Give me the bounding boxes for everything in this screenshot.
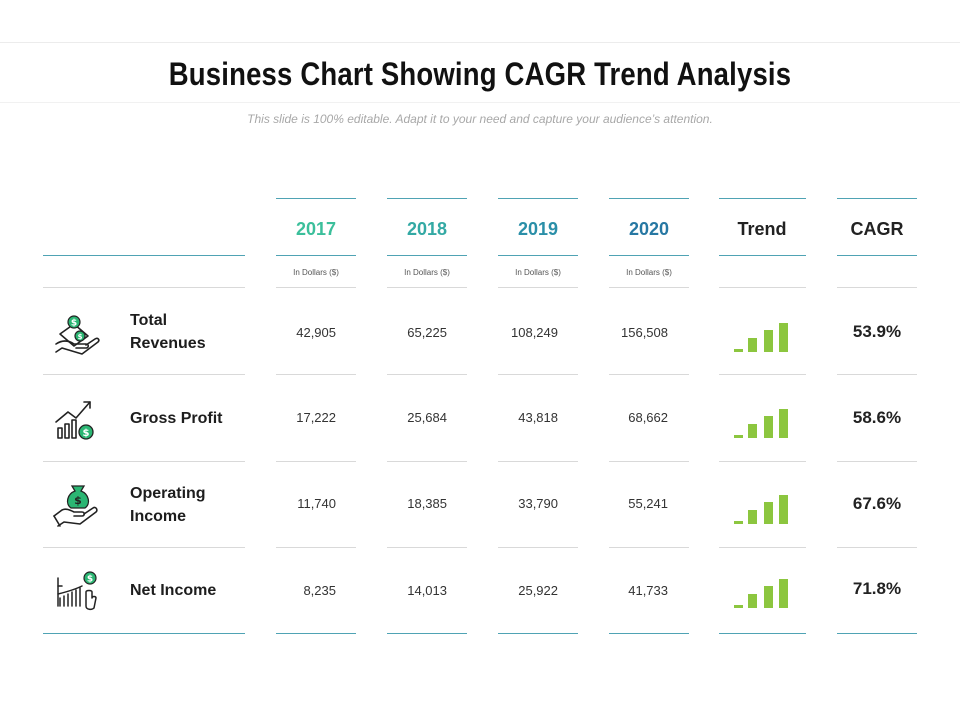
- unit-label: In Dollars ($): [626, 268, 672, 277]
- column-header-cagr: CAGR: [850, 219, 904, 239]
- cell-2017: 11,740: [297, 496, 336, 511]
- trend-bar: [748, 594, 757, 608]
- cell-2017: 8,235: [303, 583, 336, 598]
- header-rule: [276, 255, 356, 256]
- trend-bars: [734, 409, 788, 438]
- svg-text:$: $: [71, 319, 77, 329]
- header-rule: [43, 255, 245, 256]
- trend-bar: [779, 579, 788, 608]
- row-label-total-revenues: Total Revenues: [130, 312, 206, 352]
- header-rule: [387, 255, 467, 256]
- cell-2020: 41,733: [628, 583, 668, 598]
- cell-2020: 156,508: [621, 325, 668, 340]
- cell-2018: 25,684: [407, 410, 447, 425]
- cell-2019: 43,818: [518, 410, 558, 425]
- column-header-2017: 2017: [295, 219, 337, 239]
- trend-bars: [734, 579, 788, 608]
- page-title: Business Chart Showing CAGR Trend Analys…: [168, 56, 792, 92]
- cagr-value: 71.8%: [852, 579, 902, 598]
- cell-2017: 42,905: [296, 325, 336, 340]
- cell-2020: 55,241: [628, 496, 668, 511]
- trend-bar: [734, 605, 743, 608]
- title-divider: [0, 102, 960, 103]
- page-subtitle: This slide is 100% editable. Adapt it to…: [247, 112, 713, 126]
- money-bag-hand-icon: $: [53, 485, 98, 527]
- cell-2020: 68,662: [628, 410, 668, 425]
- header-rule: [719, 255, 806, 256]
- cagr-value: 67.6%: [852, 494, 902, 513]
- trend-bar: [764, 330, 773, 352]
- trend-bar: [764, 416, 773, 438]
- column-header-trend: Trend: [737, 219, 787, 239]
- svg-text:$: $: [74, 494, 82, 507]
- row-label-net-income: Net Income: [130, 582, 217, 599]
- cell-2018: 18,385: [407, 496, 447, 511]
- trend-bar: [734, 349, 743, 352]
- svg-text:$: $: [83, 428, 90, 439]
- column-top-rule: [387, 198, 467, 199]
- cell-2018: 14,013: [407, 583, 447, 598]
- trend-bar: [748, 424, 757, 438]
- column-header-2019: 2019: [517, 219, 559, 239]
- trend-bar: [779, 409, 788, 438]
- row-label-operating-income: Operating Income: [130, 485, 206, 525]
- trend-bar: [764, 502, 773, 524]
- trend-bar: [734, 435, 743, 438]
- column-top-rule: [837, 198, 917, 199]
- cell-2019: 25,922: [518, 583, 558, 598]
- cell-2019: 33,790: [518, 496, 558, 511]
- unit-label: In Dollars ($): [404, 268, 450, 277]
- column-header-2018: 2018: [406, 219, 448, 239]
- trend-bars: [734, 495, 788, 524]
- column-top-rule: [719, 198, 806, 199]
- unit-label: In Dollars ($): [515, 268, 561, 277]
- trend-bar: [779, 495, 788, 524]
- trend-bar: [748, 510, 757, 524]
- trend-bars: [734, 323, 788, 352]
- cagr-value: 58.6%: [852, 408, 902, 427]
- bar-chart-dollar-icon: $: [57, 571, 97, 611]
- column-top-rule: [276, 198, 356, 199]
- cell-2019: 108,249: [511, 325, 558, 340]
- header-rule: [837, 255, 917, 256]
- top-divider: [0, 42, 960, 43]
- trend-bar: [734, 521, 743, 524]
- unit-label: In Dollars ($): [293, 268, 339, 277]
- header-rule: [498, 255, 578, 256]
- trend-bar: [748, 338, 757, 352]
- cell-2018: 65,225: [407, 325, 447, 340]
- money-hand-icon: $ $: [55, 315, 100, 355]
- trend-bar: [779, 323, 788, 352]
- column-header-2020: 2020: [628, 219, 670, 239]
- column-top-rule: [609, 198, 689, 199]
- cell-2017: 17,222: [296, 410, 336, 425]
- svg-text:$: $: [87, 575, 93, 585]
- header-rule: [609, 255, 689, 256]
- row-label-gross-profit: Gross Profit: [130, 410, 223, 427]
- svg-text:$: $: [78, 333, 83, 341]
- column-top-rule: [498, 198, 578, 199]
- cagr-value: 53.9%: [852, 322, 902, 341]
- trend-bar: [764, 586, 773, 608]
- growth-chart-dollar-icon: $: [55, 401, 94, 440]
